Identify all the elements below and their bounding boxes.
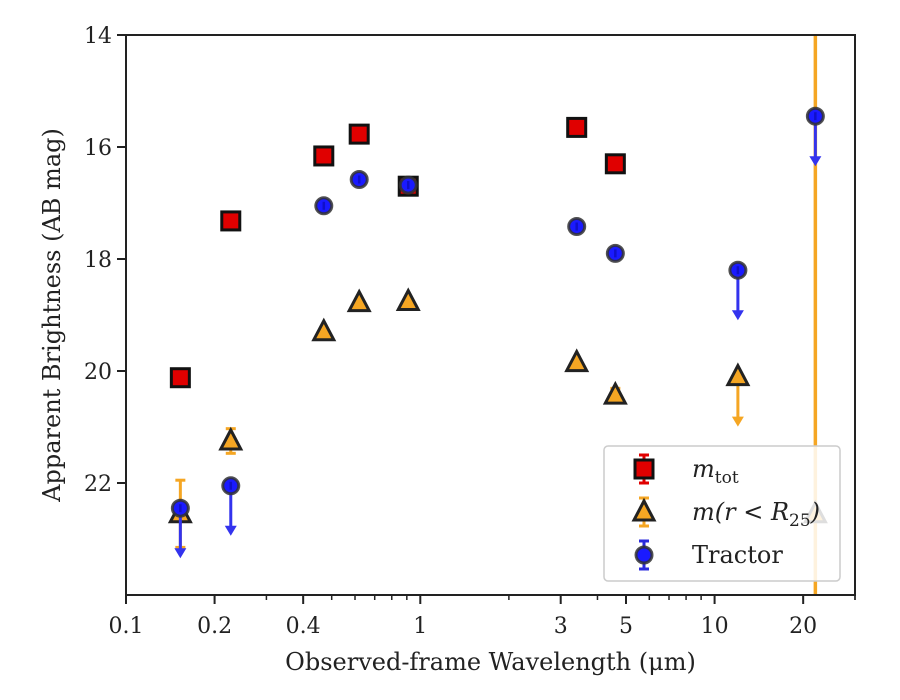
upper-limit-arrowhead [809,156,822,167]
legend: mtot m(r < R25) Tractor [603,445,841,582]
x-axis-title: Observed-frame Wavelength (μm) [285,648,696,676]
x-tick-label: 0.1 [109,614,144,639]
upper-limit-arrowhead [174,548,187,559]
data-point-triangle [311,317,337,342]
data-point-square [566,116,588,138]
legend-entry: m(r < R25) [631,496,820,531]
data-point-square [604,153,626,175]
data-point-triangle [564,348,590,373]
legend-entry: mtot [633,453,739,488]
axes: 0.1 0.2 0.4 1 3 5 10 20 14 16 18 20 22 [84,24,856,639]
x-tick-label: 3 [554,614,568,639]
data-point-square [348,123,370,145]
plot-area [167,35,828,595]
x-tick-label: 0.2 [197,614,232,639]
data-point-triangle [602,380,628,405]
y-tick-label: 18 [84,248,112,273]
legend-marker-circle [634,545,654,565]
x-tick-label: 20 [789,614,817,639]
data-point-triangle [346,288,372,313]
x-tick-label: 0.4 [286,614,321,639]
data-point-square [313,145,335,167]
legend-entry: Tractor [634,539,783,571]
y-tick-label: 22 [84,472,112,497]
legend-marker-triangle [631,497,657,522]
data-point-square [220,210,242,232]
axes-frame [125,34,856,596]
y-tick-label: 20 [84,360,112,385]
series-square [169,116,626,389]
x-tick-label: 1 [413,614,427,639]
y-tick-label: 14 [84,24,112,49]
series-circle [170,106,825,559]
legend-label: mtot [692,455,739,488]
y-axis-title: Apparent Brightness (AB mag) [38,128,66,503]
data-point-triangle [395,287,421,312]
data-point-triangle [218,426,244,451]
legend-box [603,445,841,582]
legend-marker-square [633,458,655,480]
upper-limit-arrowhead [731,416,744,427]
y-tick-label: 16 [84,136,112,161]
legend-label: m(r < R25) [692,498,820,531]
x-tick-label: 10 [701,614,729,639]
x-tick-label: 5 [619,614,633,639]
data-point-square [169,367,191,389]
data-point-triangle [725,362,751,387]
legend-label: Tractor [692,541,783,569]
upper-limit-arrowhead [224,525,237,536]
upper-limit-arrowhead [731,310,744,321]
